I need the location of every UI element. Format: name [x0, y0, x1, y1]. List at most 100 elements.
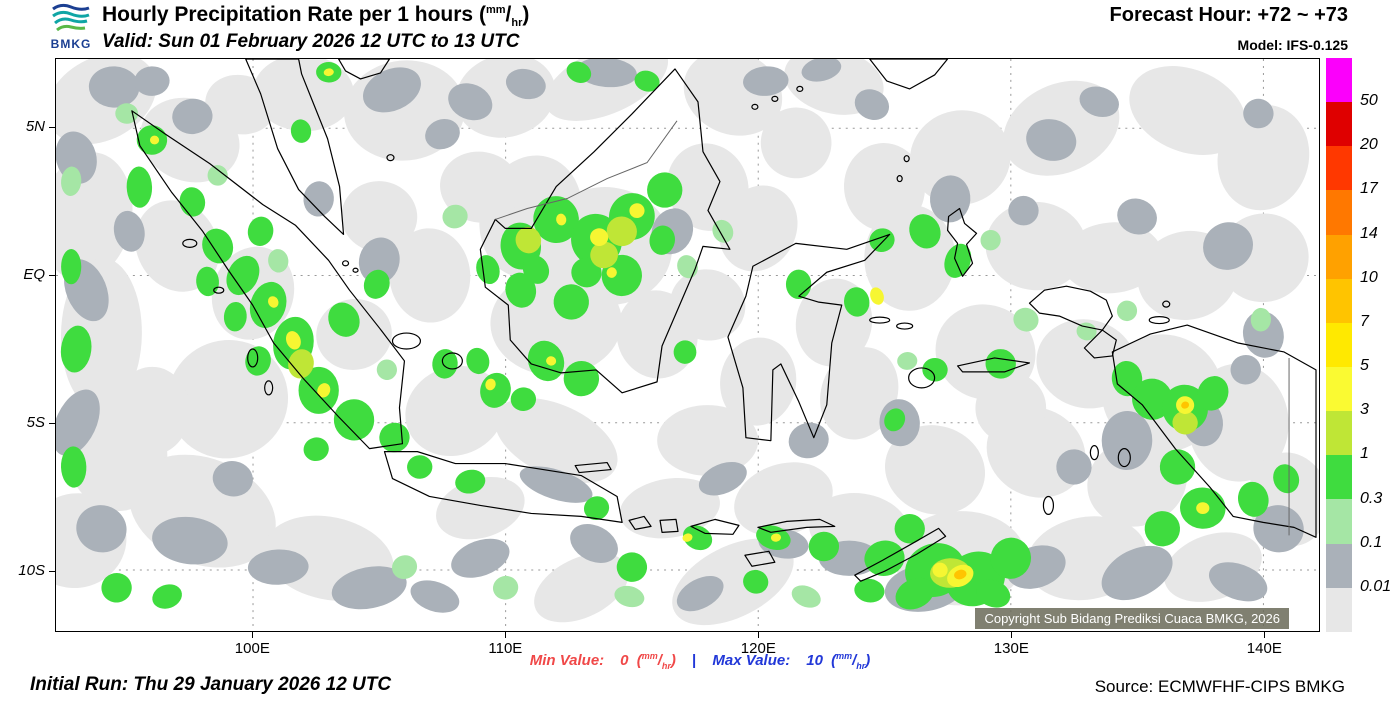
- min-unit: (mm/hr): [636, 651, 676, 671]
- x-tick-label: 110E: [488, 640, 523, 657]
- y-tick-mark: [49, 423, 55, 425]
- legend-swatch: [1326, 587, 1352, 632]
- island-yapen: [1148, 316, 1170, 325]
- island-sumbawa: [690, 518, 740, 535]
- island-nias: [182, 238, 198, 248]
- x-axis: 100E 110E 120E 130E 140E: [55, 632, 1320, 658]
- legend-color-bar: [1326, 58, 1352, 632]
- coastline-mindanao: [869, 59, 949, 90]
- island-sangihe-2: [903, 155, 910, 163]
- legend-value-label: 1: [1360, 445, 1369, 463]
- legend-swatch: [1326, 278, 1352, 323]
- island-timor: [854, 527, 947, 582]
- x-tick-mark: [1264, 632, 1266, 638]
- island-bangka: [391, 332, 422, 350]
- island-tanimbar: [1042, 495, 1055, 516]
- island-sangihe-1: [896, 174, 903, 183]
- island-kai: [1089, 445, 1099, 461]
- coastline-papua-body: [1111, 324, 1317, 538]
- x-tick-mark: [1011, 632, 1013, 638]
- island-bali: [628, 515, 652, 530]
- island-sulu-3: [796, 85, 804, 92]
- x-tick-mark: [758, 632, 760, 638]
- legend-value-label: 3: [1360, 401, 1369, 419]
- legend-value-label: 17: [1360, 180, 1378, 198]
- x-tick-label: 120E: [740, 640, 776, 657]
- legend-value-label: 14: [1360, 224, 1378, 242]
- coastline-papua-birds-head: [1028, 285, 1113, 331]
- coastline-indochina-tip: [337, 59, 391, 80]
- precip-field: [56, 59, 1319, 626]
- legend-swatch: [1326, 366, 1352, 412]
- island-aru: [1117, 448, 1131, 468]
- y-tick-label: EQ: [23, 266, 45, 284]
- legend-value-label: 0.1: [1360, 533, 1383, 551]
- legend-swatch: [1326, 102, 1352, 147]
- y-tick-label: 5N: [25, 118, 45, 136]
- island-mentawai: [264, 380, 274, 396]
- legend-swatch: [1326, 411, 1352, 456]
- map-copyright: Copyright Sub Bidang Prediksi Cuaca BMKG…: [975, 608, 1289, 629]
- island-belitung: [441, 352, 463, 370]
- coastline-bomberai: [1083, 329, 1117, 359]
- island-natuna: [386, 154, 395, 162]
- legend-value-label: 7: [1360, 312, 1369, 330]
- coastline-sulawesi: [727, 233, 891, 442]
- legend-swatch: [1326, 190, 1352, 235]
- island-madura: [574, 461, 612, 474]
- island-flores: [757, 518, 836, 533]
- island-seram: [956, 357, 1031, 373]
- legend-swatch: [1326, 322, 1352, 367]
- max-unit: (mm/hr): [831, 651, 871, 671]
- legend-swatch: [1326, 234, 1352, 279]
- legend-swatch: [1326, 543, 1352, 588]
- min-value-label: Min Value:: [529, 652, 605, 669]
- legend-labels: 50 20 17 14 10 7 5 3 1 0.3 0.1 0.01: [1360, 58, 1400, 632]
- x-tick-label: 130E: [993, 640, 1029, 657]
- max-value-label: Max Value:: [712, 652, 791, 669]
- initial-run-text: Initial Run: Thu 29 January 2026 12 UTC: [30, 674, 392, 695]
- source-text: Source: ECMWFHF-CIPS BMKG: [1094, 677, 1345, 696]
- legend-value-label: 0.01: [1360, 577, 1392, 595]
- model-text: Model: IFS-0.125: [1237, 37, 1348, 53]
- island-siberut: [247, 348, 259, 368]
- legend-swatch: [1326, 455, 1352, 500]
- y-tick-mark: [49, 127, 55, 129]
- island-lombok: [659, 518, 679, 533]
- island-buru: [908, 367, 936, 389]
- legend-swatch: [1326, 146, 1352, 191]
- min-value: 0: [620, 652, 629, 669]
- coastline-borneo: [479, 68, 731, 394]
- y-axis: 5N EQ 5S 10S: [0, 58, 55, 632]
- page-title-text: Hourly Precipitation Rate per 1 hours: [102, 3, 474, 26]
- country-borders: [495, 120, 1290, 536]
- bmkg-logo: BMKG: [44, 2, 98, 51]
- x-tick-label: 100E: [234, 640, 270, 657]
- legend-value-label: 50: [1360, 92, 1378, 110]
- title-unit: (mm/hr): [478, 3, 530, 30]
- minmax-separator: |: [692, 652, 697, 669]
- island-batu: [213, 286, 225, 294]
- y-tick-label: 5S: [26, 414, 45, 432]
- map-area: Copyright Sub Bidang Prediksi Cuaca BMKG…: [55, 58, 1320, 632]
- minmax-line: Min Value: 0 (mm/hr) | Max Value: 10 (mm/h…: [0, 651, 1400, 671]
- map-svg: [56, 59, 1319, 631]
- legend-value-label: 10: [1360, 268, 1378, 286]
- coastlines: [131, 59, 1317, 582]
- bmkg-logo-text: BMKG: [50, 37, 92, 51]
- y-tick-mark: [49, 570, 55, 572]
- y-tick-label: 10S: [18, 561, 45, 579]
- island-riau-2: [352, 267, 359, 273]
- x-tick-label: 140E: [1246, 640, 1282, 657]
- legend-swatch: [1326, 499, 1352, 544]
- border-malaysia-indonesia-borneo: [495, 120, 678, 220]
- island-sumba: [744, 550, 776, 567]
- coastline-sumatra: [131, 110, 406, 450]
- island-biak: [1162, 300, 1171, 308]
- legend-value-label: 0.3: [1360, 489, 1383, 507]
- legend-value-label: 20: [1360, 136, 1378, 154]
- bmkg-logo-icon: [52, 3, 90, 32]
- island-banggai: [869, 316, 891, 324]
- coastline-halmahera: [946, 207, 978, 277]
